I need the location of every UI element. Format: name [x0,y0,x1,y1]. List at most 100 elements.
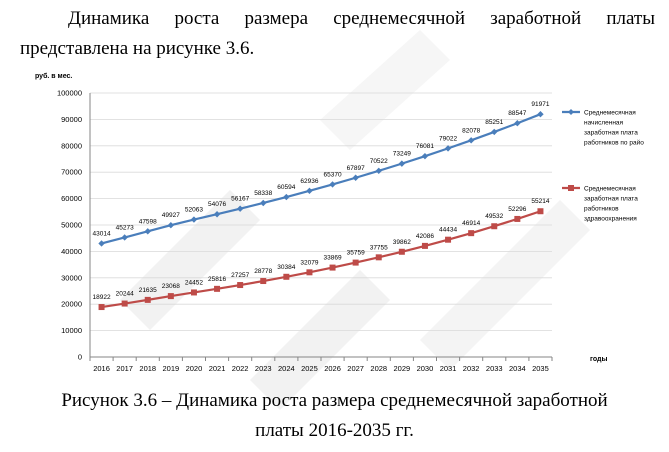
data-label: 82078 [462,127,480,134]
data-point [213,211,221,218]
data-label: 49927 [162,212,180,219]
x-tick-label: 2032 [463,364,480,373]
x-tick-label: 2024 [278,364,295,373]
data-point [283,273,290,280]
data-point [260,199,267,207]
data-point [467,137,475,144]
data-label: 65370 [324,171,342,178]
data-point [421,242,428,249]
x-tick-label: 2020 [186,364,203,373]
data-point [237,282,244,289]
data-label: 60594 [277,184,295,191]
data-label: 23068 [162,283,180,290]
data-point [352,259,359,266]
data-point [306,187,313,195]
data-label: 37755 [370,244,388,251]
data-point [514,215,521,222]
data-label: 46914 [462,220,480,227]
data-point [283,193,290,201]
x-tick-label: 2034 [509,364,526,373]
caption-line-1: Рисунок 3.6 – Динамика роста размера сре… [61,390,608,411]
data-label: 55214 [531,198,549,205]
data-point [306,269,313,276]
x-tick-label: 2025 [301,364,318,373]
data-point [236,205,244,212]
data-label: 47598 [139,218,157,225]
y-tick-label: 0 [78,353,82,362]
data-label: 85251 [485,119,503,126]
data-point [121,300,128,307]
figure-caption: Рисунок 3.6 – Динамика роста размера сре… [0,386,669,446]
data-point [491,223,498,230]
legend-label: Среднемесячная начисленная заработная плат… [584,110,644,147]
data-point [329,181,336,188]
intro-paragraph: Динамика роста размера среднемесячной за… [20,8,655,59]
data-label: 39862 [393,239,411,246]
x-tick-label: 2026 [324,364,341,373]
data-point [214,285,221,292]
data-label: 42086 [416,233,434,240]
data-point [375,167,382,175]
x-tick-label: 2016 [93,364,110,373]
x-tick-label: 2017 [116,364,133,373]
data-point [444,145,452,152]
data-point [98,304,105,311]
data-point [329,264,336,271]
data-label: 67897 [347,165,365,172]
data-label: 25816 [208,276,226,283]
data-label: 73249 [393,151,411,158]
data-point [445,236,452,243]
y-tick-label: 50000 [61,221,82,230]
data-point [421,152,429,160]
data-label: 52296 [508,206,526,213]
data-point [398,248,405,255]
data-label: 70522 [370,158,388,165]
x-tick-label: 2018 [139,364,156,373]
series-line [101,113,541,245]
data-label: 44434 [439,227,457,234]
data-point [514,120,521,127]
data-point [121,234,128,241]
data-point [167,293,174,300]
data-point [491,128,498,136]
legend-marker [568,109,574,115]
data-label: 43014 [93,230,111,237]
x-axis-label: годы [590,356,607,363]
caption-line-2: платы 2016-2035 гг. [255,420,414,441]
y-axis-label: руб. в мес. [35,72,72,80]
x-tick-label: 2035 [532,364,549,373]
x-tick-label: 2022 [232,364,249,373]
data-label: 49532 [485,213,503,220]
data-point [167,221,175,229]
data-point [190,289,197,296]
data-label: 45273 [116,224,134,231]
data-label: 88547 [508,110,526,117]
y-tick-label: 30000 [61,273,82,282]
data-point [468,230,475,237]
data-label: 33869 [324,255,342,262]
legend: Среднемесячная начисленная заработная плат… [562,109,644,223]
data-label: 32079 [300,259,318,266]
data-point [260,278,267,285]
x-tick-label: 2027 [347,364,364,373]
legend-marker [568,185,574,191]
data-point [537,208,544,215]
series-layer: 43014 45273 47598 49927 52063 54076 56167 58338… [93,101,550,311]
x-tick-label: 2033 [486,364,503,373]
data-point [190,216,198,223]
data-label: 54076 [208,201,226,208]
axes: 0 10000 20000 30000 40000 50000 60000 70000 8000… [57,89,553,373]
data-point [98,240,105,247]
y-tick-label: 10000 [61,326,82,335]
y-tick-label: 100000 [57,89,82,98]
data-point [144,296,151,303]
x-tick-label: 2028 [370,364,387,373]
data-label: 56167 [231,196,249,203]
data-point [352,174,359,181]
x-tick-label: 2030 [417,364,434,373]
data-label: 62936 [300,178,318,185]
x-tick-label: 2021 [209,364,226,373]
data-point [144,228,151,235]
y-tick-label: 40000 [61,247,82,256]
y-tick-label: 90000 [61,115,82,124]
